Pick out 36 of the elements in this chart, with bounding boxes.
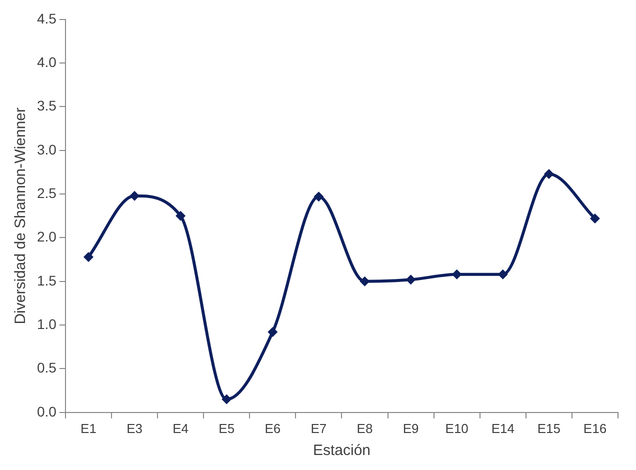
point bbox=[222, 394, 232, 404]
x-tick-label: E7 bbox=[310, 420, 327, 436]
y-tick-label: 2.0 bbox=[36, 228, 57, 245]
x-tick-label: E10 bbox=[445, 420, 468, 436]
x-tick-label: E16 bbox=[583, 420, 607, 436]
y-axis-title: Diversidad de Shannon-Wienner bbox=[12, 108, 30, 324]
y-tick-label: 1.5 bbox=[36, 272, 57, 288]
y-tick-label: 3.0 bbox=[36, 141, 57, 158]
point bbox=[590, 214, 600, 224]
x-tick-label: E5 bbox=[218, 420, 235, 436]
point bbox=[544, 168, 554, 179]
x-tick-label: E8 bbox=[356, 420, 373, 436]
point bbox=[314, 192, 324, 202]
x-axis-title: Estación bbox=[312, 442, 371, 460]
point bbox=[360, 276, 370, 286]
x-tick-label: E6 bbox=[264, 420, 281, 436]
x-tick-label: E14 bbox=[491, 420, 514, 436]
y-tick-label: 2.5 bbox=[36, 184, 57, 201]
x-tick-label: E9 bbox=[402, 420, 419, 436]
y-tick-label: 1.0 bbox=[36, 316, 57, 332]
y-tick-label: 4.0 bbox=[36, 54, 57, 70]
point bbox=[452, 269, 462, 280]
point bbox=[406, 274, 416, 285]
point bbox=[176, 210, 186, 221]
x-tick-label: E3 bbox=[126, 420, 142, 436]
x-tick-label: E1 bbox=[80, 420, 96, 436]
y-tick-label: 3.5 bbox=[36, 98, 57, 114]
x-tick-label: E15 bbox=[537, 420, 561, 436]
point bbox=[130, 190, 140, 201]
x-tick-label: E4 bbox=[172, 420, 189, 436]
point bbox=[83, 252, 94, 262]
point bbox=[268, 327, 278, 338]
point bbox=[498, 269, 508, 280]
y-tick-label: 0.0 bbox=[36, 403, 57, 420]
y-tick-label: 4.5 bbox=[36, 10, 57, 26]
y-tick-label: 0.5 bbox=[36, 360, 57, 376]
